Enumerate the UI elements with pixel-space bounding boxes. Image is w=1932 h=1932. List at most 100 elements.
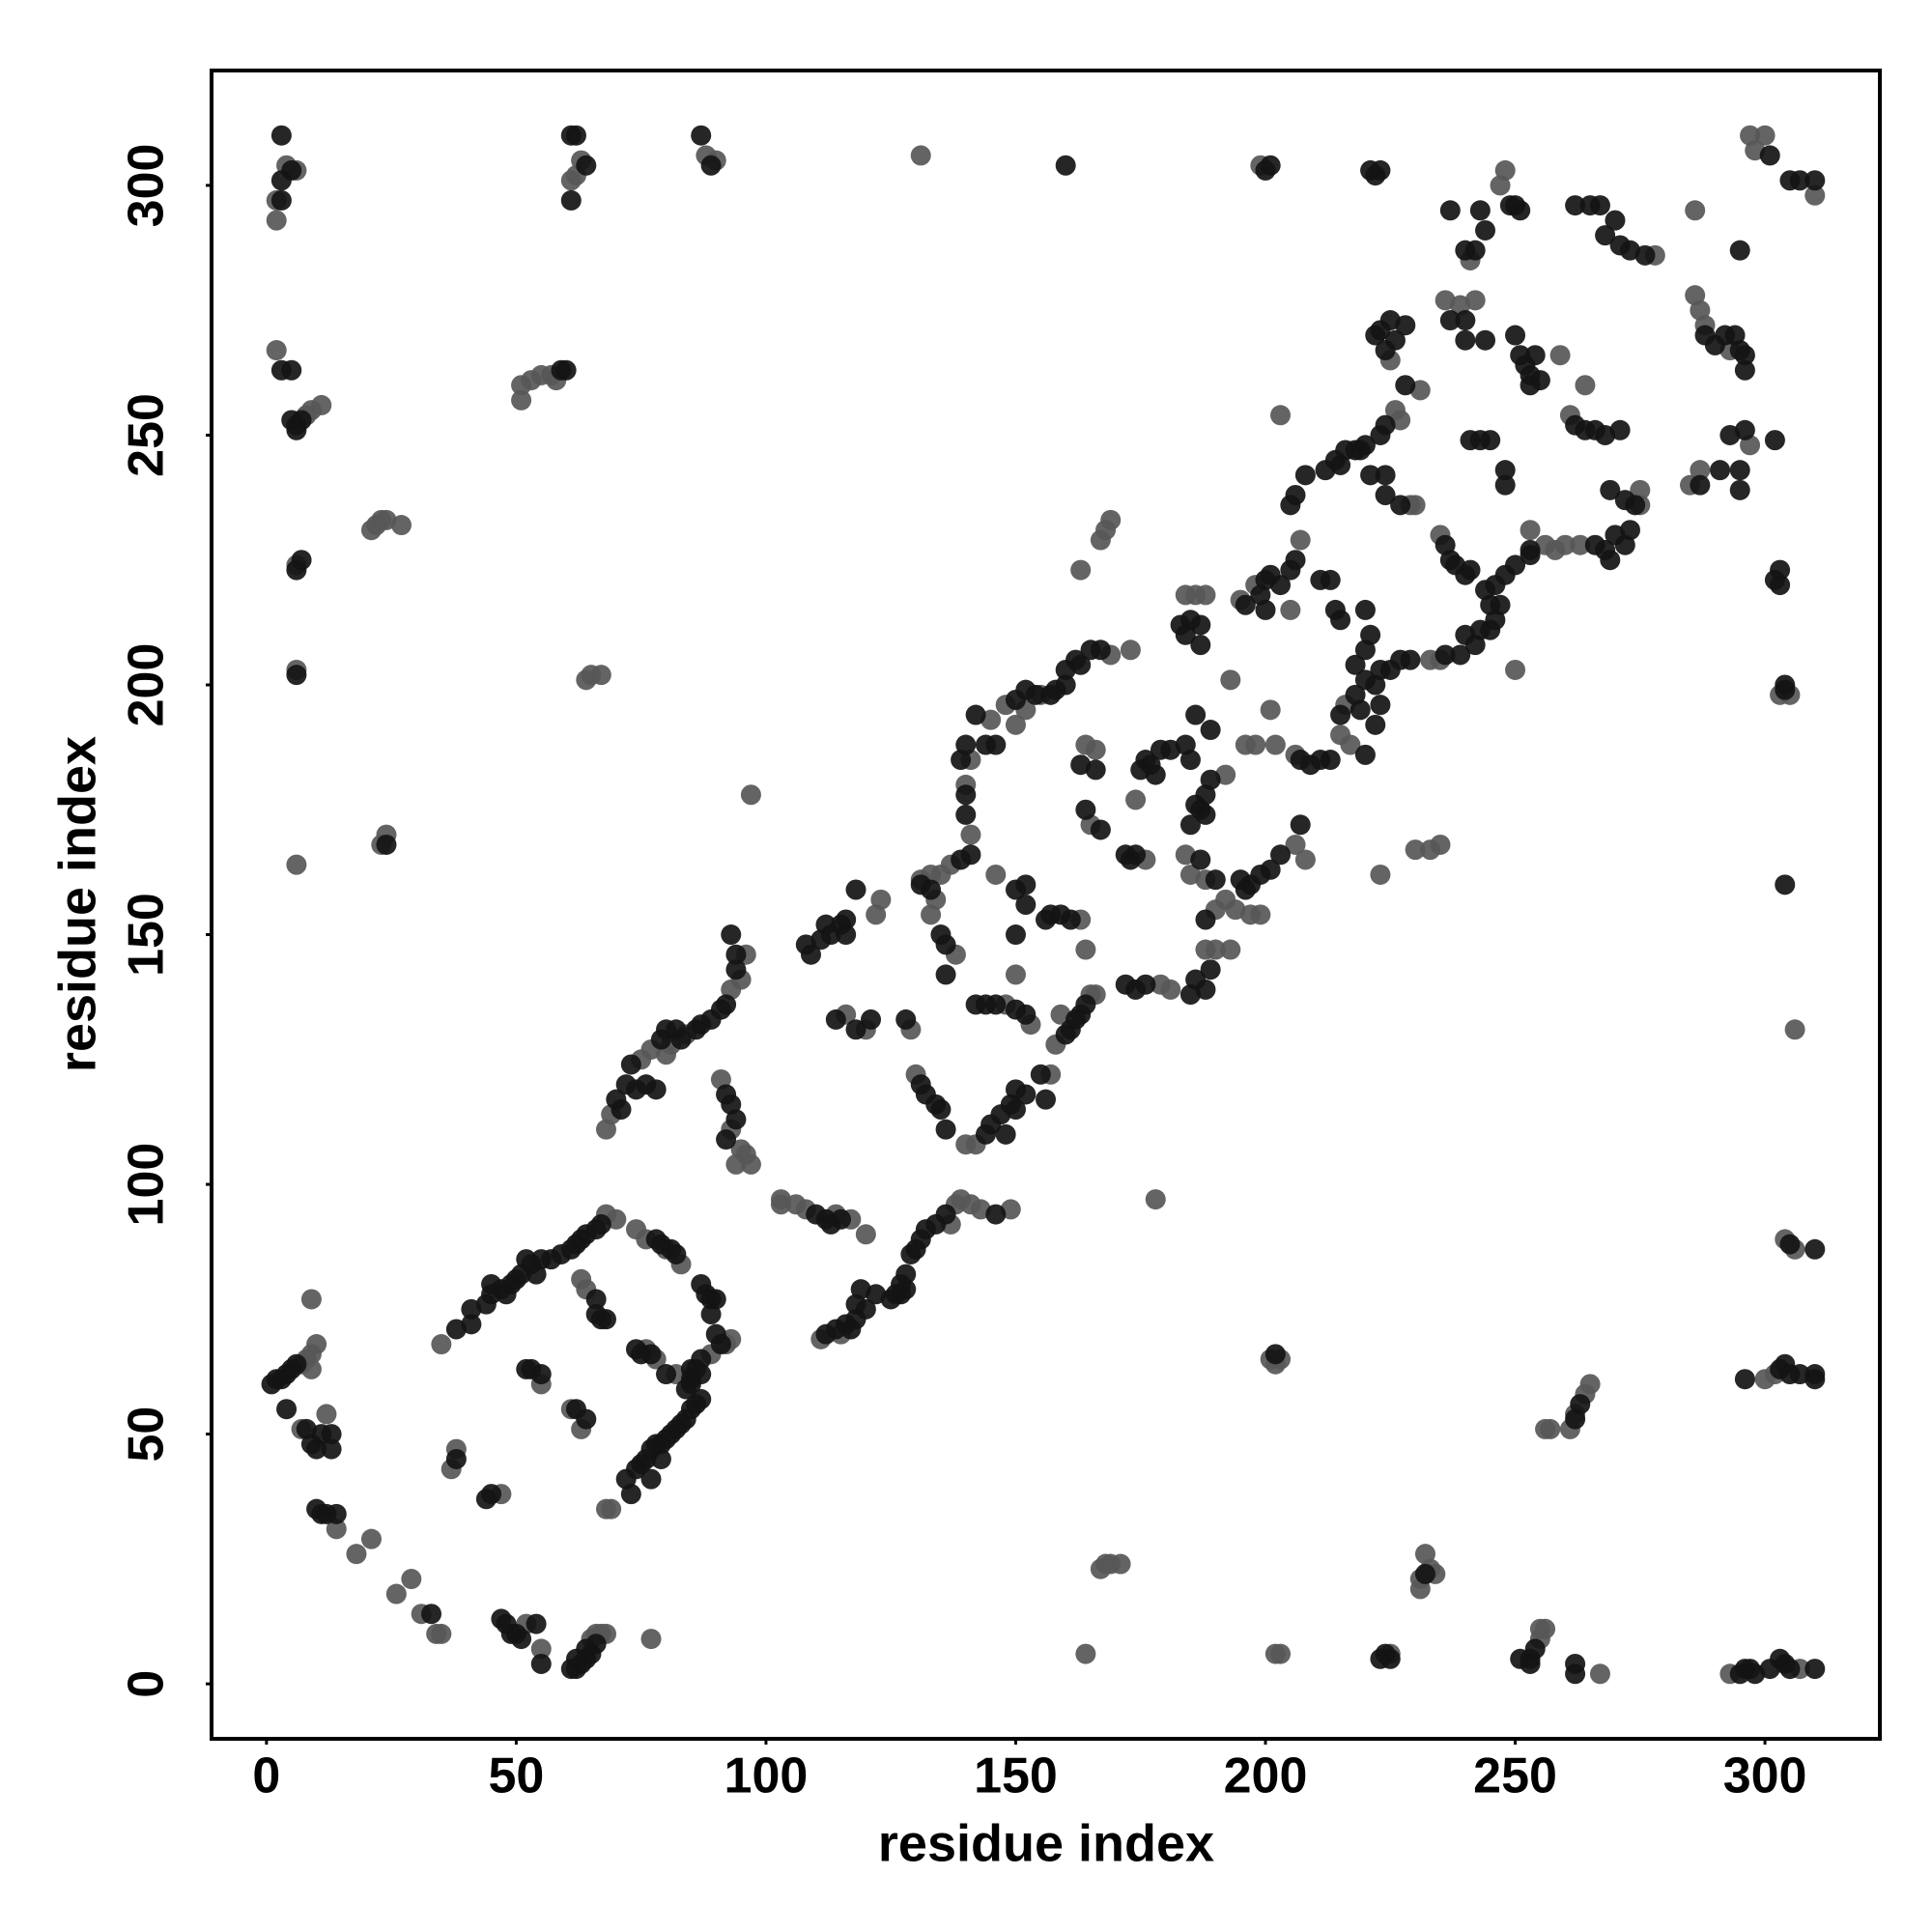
point — [281, 359, 302, 381]
point — [1524, 345, 1546, 366]
point — [1260, 155, 1281, 176]
point — [1090, 819, 1111, 840]
point — [716, 1129, 737, 1151]
point — [565, 125, 586, 146]
point — [1475, 329, 1496, 351]
point — [300, 1289, 322, 1310]
point — [565, 1648, 586, 1669]
point — [930, 1098, 952, 1120]
point — [985, 1204, 1007, 1225]
point — [1185, 704, 1207, 725]
point — [1540, 1418, 1561, 1439]
point — [1375, 485, 1396, 506]
point — [1330, 704, 1351, 725]
point — [590, 1213, 611, 1235]
point — [955, 1134, 977, 1155]
point — [1015, 895, 1037, 915]
point — [1690, 474, 1711, 496]
point — [1430, 834, 1451, 855]
point — [1264, 734, 1286, 755]
x-tick-label: 250 — [1473, 1748, 1557, 1804]
point — [1734, 359, 1755, 381]
point — [725, 959, 747, 980]
point — [1570, 534, 1591, 555]
point — [1075, 1643, 1096, 1664]
point — [965, 704, 986, 725]
y-axis-label: residue index — [48, 736, 106, 1072]
point — [445, 1448, 467, 1469]
point — [1455, 329, 1476, 351]
point — [1179, 984, 1201, 1006]
point — [1145, 764, 1166, 785]
point — [691, 1388, 712, 1409]
point — [326, 1503, 347, 1524]
point — [526, 1264, 547, 1285]
y-tick-label: 200 — [119, 643, 175, 727]
point — [640, 1468, 662, 1490]
point — [650, 1448, 671, 1469]
point — [740, 1153, 761, 1175]
point — [1340, 734, 1361, 755]
point — [1565, 1408, 1586, 1430]
point — [1195, 584, 1216, 606]
point — [1280, 599, 1301, 620]
point — [270, 125, 292, 146]
point — [1494, 159, 1516, 181]
point — [900, 1243, 922, 1264]
point — [1439, 200, 1461, 221]
point — [1370, 695, 1391, 716]
point — [461, 1314, 482, 1335]
point — [1330, 454, 1351, 475]
point — [516, 1358, 537, 1379]
point — [1734, 1369, 1755, 1390]
point — [530, 1653, 552, 1674]
point — [1100, 509, 1122, 530]
point — [385, 1583, 407, 1605]
point — [960, 824, 981, 845]
point — [511, 389, 532, 411]
point — [710, 1334, 731, 1355]
point — [560, 189, 582, 211]
point — [1460, 559, 1481, 581]
point — [1505, 659, 1526, 680]
x-tick-label: 150 — [974, 1748, 1058, 1804]
point — [850, 1279, 871, 1300]
point — [526, 1613, 547, 1634]
point — [1220, 939, 1241, 960]
point — [511, 1629, 532, 1650]
point — [576, 1408, 597, 1430]
point — [1005, 690, 1026, 711]
point — [1075, 994, 1096, 1015]
point — [1505, 554, 1526, 576]
point — [1350, 699, 1371, 721]
point — [861, 1009, 882, 1030]
point — [481, 1484, 502, 1505]
point — [1070, 559, 1092, 581]
point — [1390, 495, 1411, 516]
point — [390, 515, 412, 536]
point — [1090, 639, 1111, 661]
point — [815, 1323, 837, 1345]
point — [1285, 550, 1306, 571]
point — [1759, 145, 1780, 166]
point — [855, 1224, 876, 1245]
point — [1179, 750, 1201, 771]
point — [401, 1569, 422, 1590]
point — [1285, 485, 1306, 506]
point — [1005, 1098, 1026, 1120]
point — [1110, 1553, 1131, 1575]
point — [1036, 909, 1056, 930]
point — [985, 994, 1007, 1015]
point — [1285, 834, 1306, 855]
point — [1075, 939, 1096, 960]
point — [1710, 460, 1731, 481]
point — [560, 170, 582, 191]
point — [845, 879, 867, 900]
point — [1375, 465, 1396, 486]
point — [1345, 654, 1366, 675]
point — [1764, 430, 1785, 451]
point — [795, 934, 816, 955]
point — [1015, 1004, 1037, 1025]
